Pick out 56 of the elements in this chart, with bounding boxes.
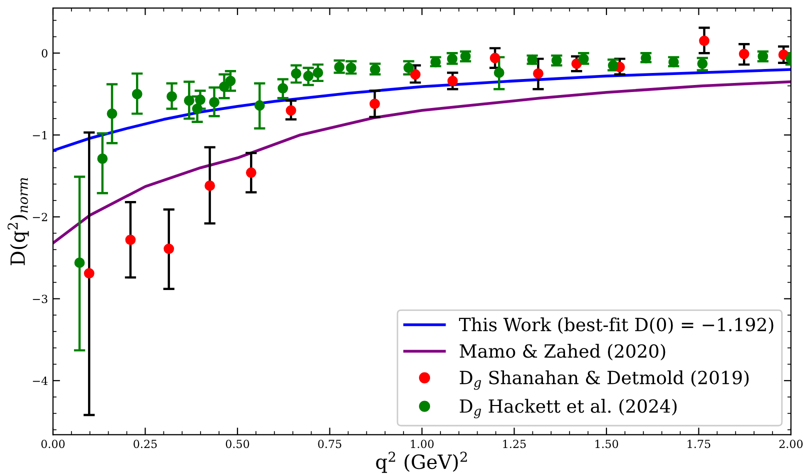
point xyxy=(195,94,206,105)
legend-label: This Work (best-fit D(0) = −1.192) xyxy=(459,317,774,334)
point xyxy=(184,95,194,106)
point xyxy=(778,50,789,60)
y-axis-title: D(q$^{2}$)$_{norm}$ xyxy=(8,178,29,266)
point xyxy=(699,36,710,46)
y-tick-label: 0 xyxy=(42,49,48,58)
legend-label: D$_{g}$ Hackett et al. (2024) xyxy=(460,398,677,418)
x-tick-label: 1.75 xyxy=(688,440,710,448)
point xyxy=(410,69,421,80)
point xyxy=(494,68,504,78)
point xyxy=(370,98,380,110)
y-tick-label: −2 xyxy=(32,212,48,222)
point xyxy=(286,105,296,116)
y-tick-label: −4 xyxy=(32,376,48,385)
point xyxy=(403,62,414,74)
point xyxy=(312,68,324,78)
x-tick-label: 0.75 xyxy=(318,440,342,448)
point xyxy=(246,167,256,178)
point xyxy=(84,268,94,279)
legend-label: Mamo & Zahed (2020) xyxy=(460,344,666,360)
point xyxy=(192,104,202,114)
line-series xyxy=(53,68,791,152)
point xyxy=(97,154,108,164)
point xyxy=(166,91,178,102)
point xyxy=(738,48,750,60)
point xyxy=(164,244,174,254)
point xyxy=(106,108,118,119)
point xyxy=(254,100,265,111)
point xyxy=(490,52,500,64)
point xyxy=(218,81,230,92)
x-tick-label: 1.25 xyxy=(503,440,526,448)
y-tick-label: −3 xyxy=(32,294,48,304)
y-tick-label: −1 xyxy=(32,130,47,140)
legend-label: D$_{g}$ Shanahan & Detmold (2019) xyxy=(460,370,749,390)
point xyxy=(132,88,142,100)
line-series xyxy=(53,80,791,244)
point xyxy=(290,68,302,79)
point xyxy=(278,83,288,94)
x-tick-label: 1.00 xyxy=(410,440,434,448)
point xyxy=(532,68,544,79)
x-tick-label: 0.25 xyxy=(134,440,157,448)
point xyxy=(697,58,708,69)
point xyxy=(225,76,236,86)
point xyxy=(125,234,136,245)
point xyxy=(303,70,314,82)
point xyxy=(571,58,582,69)
point xyxy=(209,97,220,108)
x-tick-label: 1.50 xyxy=(595,440,618,448)
point xyxy=(204,180,216,191)
x-tick-label: 0.00 xyxy=(41,440,65,448)
point xyxy=(74,258,85,268)
x-axis-title: q$^{2}$ (GeV)$^{2}$ xyxy=(376,452,467,473)
point xyxy=(447,76,458,86)
x-tick-label: 0.50 xyxy=(226,440,250,448)
x-tick-label: 2.00 xyxy=(779,440,803,448)
